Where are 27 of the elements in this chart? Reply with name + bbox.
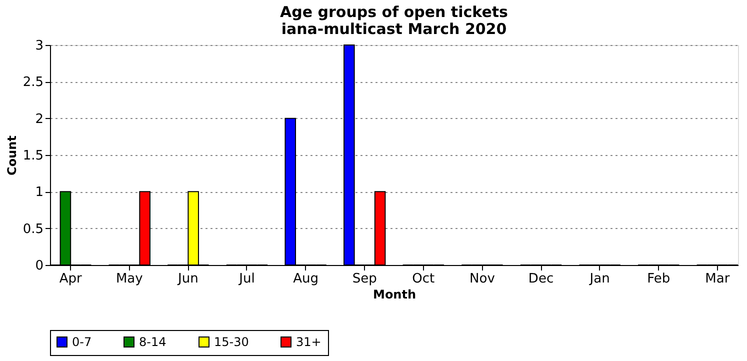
y-tick-label: 3 — [35, 38, 44, 54]
x-tick-label: Feb — [647, 272, 670, 286]
chart-title: Age groups of open tickets — [280, 3, 508, 21]
x-tick-label: Oct — [412, 272, 435, 286]
legend-label: 0-7 — [72, 335, 92, 349]
x-tick-label: Nov — [470, 272, 496, 286]
y-axis-title: Count — [4, 135, 19, 176]
x-tick-label: Jan — [588, 272, 610, 286]
legend-label: 31+ — [296, 335, 322, 349]
x-tick-label: Dec — [528, 272, 554, 286]
y-tick-label: 1 — [35, 185, 44, 200]
x-tick-label: Sep — [352, 272, 377, 286]
chart-subtitle: iana-multicast March 2020 — [281, 20, 507, 38]
x-tick-label: Jul — [238, 272, 255, 286]
y-tick-label: 0 — [35, 258, 44, 274]
y-tick-label: 0.5 — [22, 222, 44, 237]
x-tick-label: May — [116, 272, 144, 286]
y-tick-label: 1.5 — [22, 148, 44, 164]
x-axis-title: Month — [372, 288, 416, 302]
legend-label: 15-30 — [214, 335, 249, 349]
x-tick-label: Jun — [177, 272, 198, 286]
x-tick-label: Aug — [293, 272, 318, 286]
legend-label: 8-14 — [139, 335, 166, 349]
x-tick-label: Apr — [59, 272, 82, 286]
y-tick-label: 2 — [35, 112, 44, 127]
y-tick-label: 2.5 — [22, 75, 44, 90]
x-tick-label: Mar — [705, 272, 730, 286]
